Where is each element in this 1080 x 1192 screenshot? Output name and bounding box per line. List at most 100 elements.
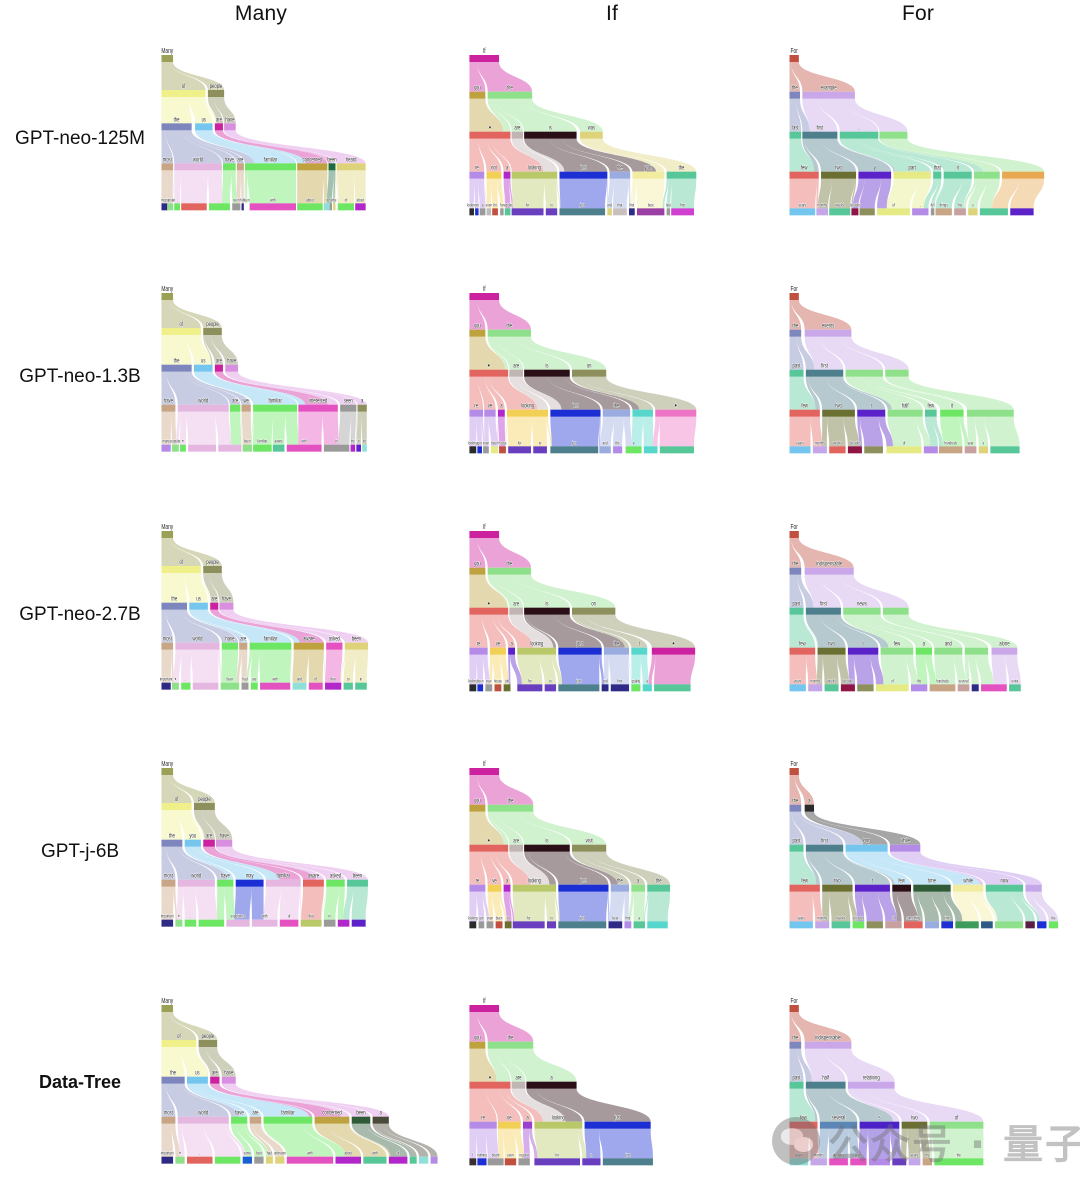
sankey-node[interactable]: [845, 844, 888, 852]
sankey-node[interactable]: [469, 1041, 486, 1049]
sankey-node[interactable]: [469, 647, 488, 655]
sankey-node[interactable]: [192, 682, 219, 690]
sankey-node[interactable]: [1002, 171, 1045, 179]
sankey-node[interactable]: [250, 682, 258, 690]
sankey-node[interactable]: [817, 647, 846, 655]
sankey-node[interactable]: [572, 607, 616, 615]
sankey-node[interactable]: [789, 409, 820, 417]
sankey-node[interactable]: [487, 884, 502, 892]
sankey-node[interactable]: [789, 329, 802, 337]
sankey-node[interactable]: [469, 409, 484, 417]
sankey-node[interactable]: [789, 208, 816, 216]
sankey-node[interactable]: [821, 171, 857, 179]
sankey-node[interactable]: [486, 171, 502, 179]
sankey-node[interactable]: [494, 684, 502, 692]
sankey-node[interactable]: [497, 409, 505, 417]
sankey-node[interactable]: [642, 684, 652, 692]
sankey-node[interactable]: [241, 682, 249, 690]
sankey-node[interactable]: [789, 55, 799, 62]
sankey-node[interactable]: [254, 1156, 264, 1164]
sankey-node[interactable]: [995, 921, 1024, 929]
sankey-node[interactable]: [804, 1041, 852, 1049]
sankey-node[interactable]: [469, 607, 509, 615]
sankey-node[interactable]: [808, 684, 823, 692]
sankey-node[interactable]: [789, 804, 802, 812]
sankey-node[interactable]: [161, 839, 183, 847]
sankey-node[interactable]: [789, 531, 799, 538]
sankey-node[interactable]: [512, 921, 545, 929]
sankey-node[interactable]: [789, 171, 819, 179]
sankey-node[interactable]: [469, 844, 509, 852]
sankey-node[interactable]: [923, 446, 938, 454]
sankey-node[interactable]: [347, 879, 368, 887]
sankey-node[interactable]: [805, 844, 844, 852]
sankey-node[interactable]: [847, 446, 862, 454]
sankey-node[interactable]: [805, 1081, 846, 1089]
sankey-node[interactable]: [198, 1040, 218, 1047]
sankey-node[interactable]: [231, 1116, 248, 1124]
sankey-node[interactable]: [857, 409, 886, 417]
sankey-node[interactable]: [487, 1158, 504, 1166]
sankey-node[interactable]: [469, 768, 500, 775]
sankey-node[interactable]: [355, 682, 367, 690]
sankey-node[interactable]: [509, 369, 523, 377]
sankey-node[interactable]: [524, 131, 577, 139]
sankey-node[interactable]: [816, 208, 829, 216]
sankey-node[interactable]: [913, 884, 951, 892]
sankey-node[interactable]: [847, 1081, 895, 1089]
sankey-node[interactable]: [974, 171, 1000, 179]
sankey-node[interactable]: [526, 1081, 577, 1089]
sankey-node[interactable]: [851, 208, 859, 216]
sankey-node[interactable]: [469, 804, 486, 812]
sankey-node[interactable]: [892, 884, 911, 892]
sankey-node[interactable]: [363, 1156, 387, 1164]
sankey-node[interactable]: [608, 921, 623, 929]
sankey-node[interactable]: [161, 1116, 176, 1124]
sankey-node[interactable]: [858, 171, 892, 179]
sankey-node[interactable]: [226, 919, 250, 927]
sankey-node[interactable]: [323, 919, 336, 927]
sankey-node[interactable]: [924, 409, 937, 417]
sankey-node[interactable]: [822, 884, 853, 892]
sankey-node[interactable]: [241, 203, 244, 211]
sankey-node[interactable]: [485, 684, 493, 692]
sankey-node[interactable]: [221, 642, 239, 650]
sankey-node[interactable]: [161, 90, 206, 97]
sankey-node[interactable]: [229, 404, 241, 412]
sankey-node[interactable]: [486, 208, 492, 216]
sankey-node[interactable]: [323, 203, 330, 211]
sankey-node[interactable]: [819, 1121, 858, 1129]
sankey-node[interactable]: [308, 682, 323, 690]
sankey-node[interactable]: [939, 446, 963, 454]
sankey-node[interactable]: [469, 208, 474, 216]
sankey-node[interactable]: [193, 803, 215, 810]
sankey-node[interactable]: [245, 163, 297, 171]
sankey-node[interactable]: [210, 1076, 220, 1084]
sankey-node[interactable]: [484, 409, 496, 417]
sankey-node[interactable]: [325, 682, 342, 690]
sankey-node[interactable]: [789, 1158, 809, 1166]
sankey-node[interactable]: [893, 171, 931, 179]
sankey-node[interactable]: [924, 921, 940, 929]
sankey-node[interactable]: [559, 171, 608, 179]
sankey-node[interactable]: [175, 919, 183, 927]
sankey-node[interactable]: [822, 409, 855, 417]
sankey-node[interactable]: [469, 55, 500, 62]
sankey-node[interactable]: [503, 684, 511, 692]
sankey-node[interactable]: [802, 131, 838, 139]
sankey-node[interactable]: [328, 163, 336, 171]
sankey-node[interactable]: [534, 1158, 580, 1166]
sankey-node[interactable]: [187, 1076, 208, 1084]
sankey-node[interactable]: [279, 919, 299, 927]
sankey-node[interactable]: [469, 1121, 497, 1129]
sankey-node[interactable]: [242, 444, 252, 452]
sankey-node[interactable]: [492, 208, 498, 216]
sankey-node[interactable]: [901, 1121, 928, 1129]
sankey-node[interactable]: [789, 567, 802, 575]
sankey-node[interactable]: [174, 163, 222, 171]
sankey-node[interactable]: [839, 131, 879, 139]
sankey-node[interactable]: [550, 409, 601, 417]
sankey-node[interactable]: [910, 684, 928, 692]
sankey-node[interactable]: [180, 444, 186, 452]
sankey-node[interactable]: [671, 208, 694, 216]
